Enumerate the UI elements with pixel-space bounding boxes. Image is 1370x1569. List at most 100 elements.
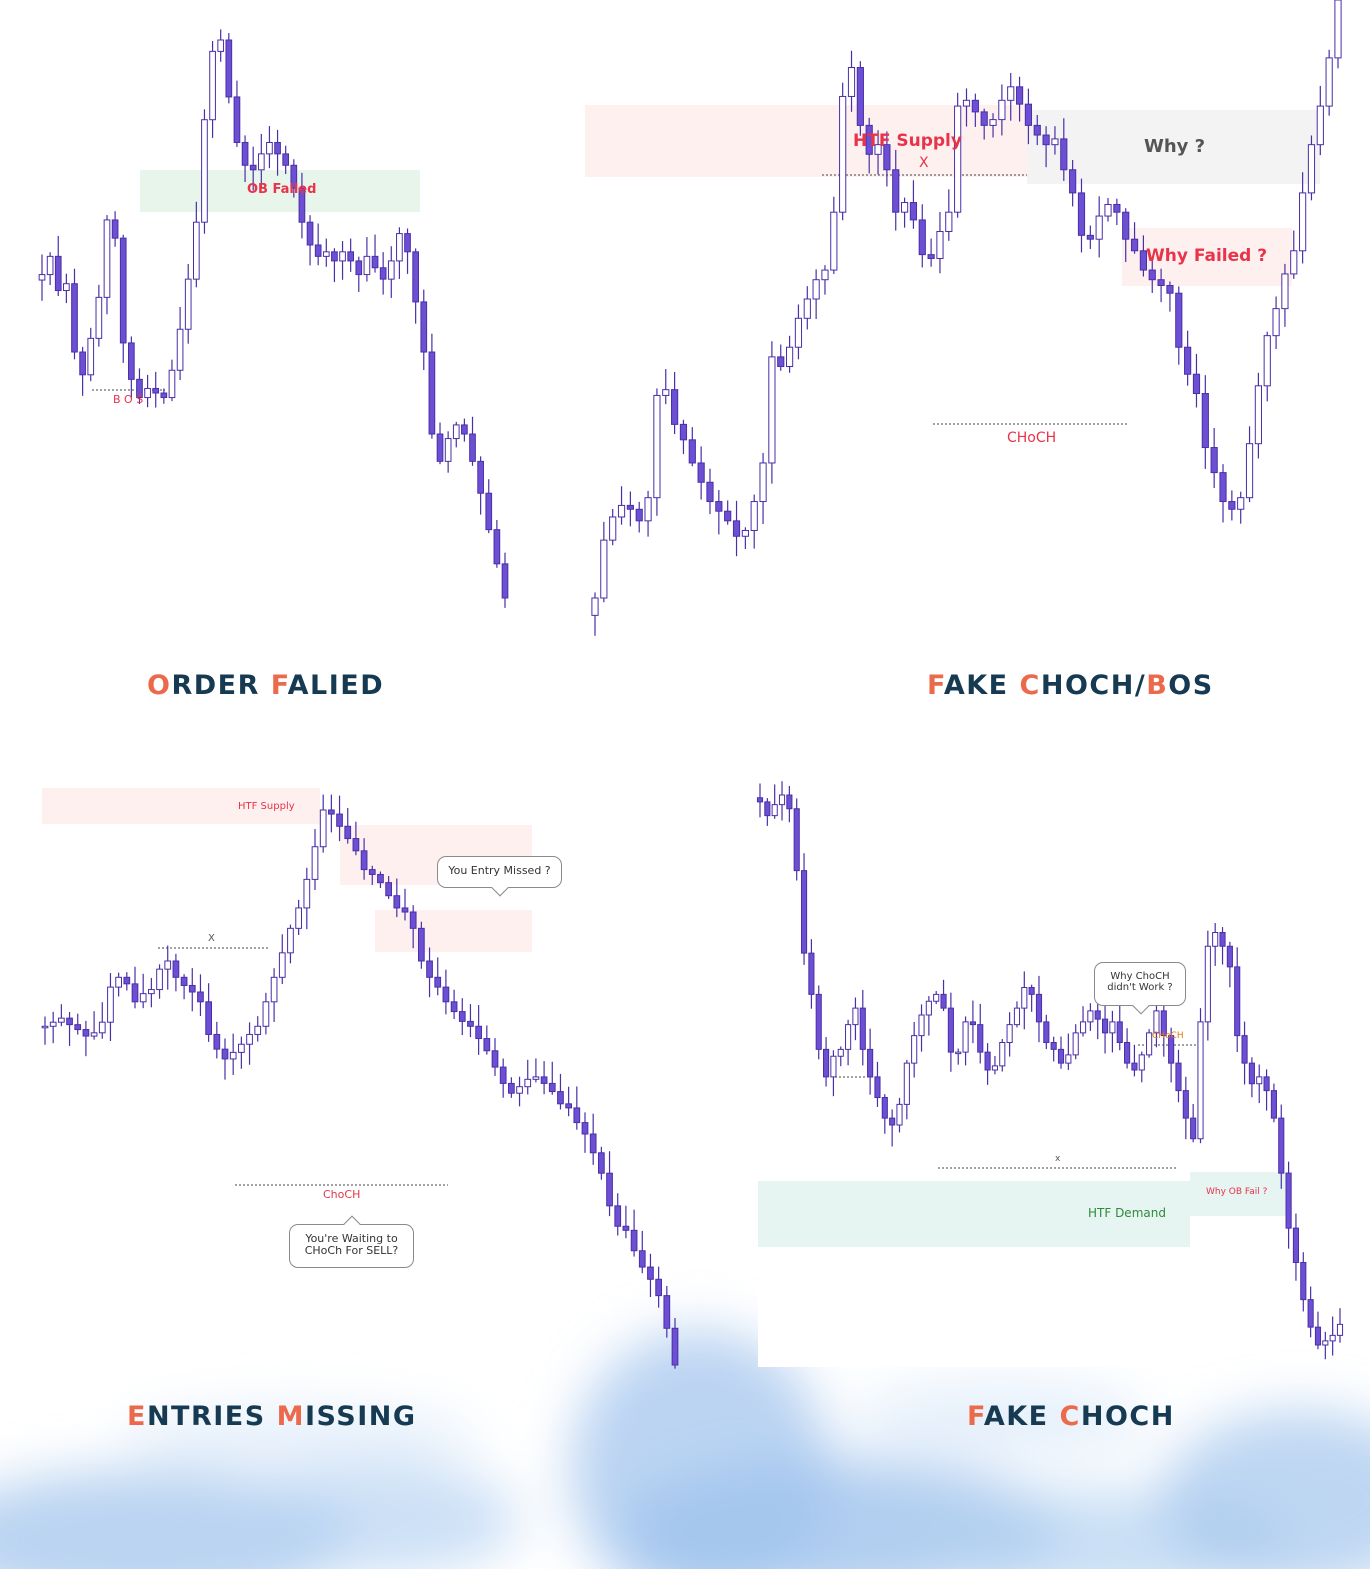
candle	[808, 939, 815, 1009]
candle-body	[1285, 1172, 1292, 1229]
candle-body	[1109, 1021, 1116, 1034]
candle	[1051, 126, 1059, 155]
candle	[591, 592, 599, 636]
candle	[1263, 331, 1271, 402]
candle-body	[662, 389, 670, 396]
candle-body	[786, 794, 793, 810]
candle	[918, 204, 926, 268]
candle-body	[1124, 1042, 1131, 1064]
candle	[830, 1050, 837, 1097]
candle-body	[927, 254, 935, 259]
candle	[1184, 330, 1192, 386]
candle	[732, 500, 741, 557]
candle-body	[524, 1078, 532, 1088]
candle	[156, 964, 163, 999]
candle	[1113, 198, 1121, 226]
candle-body	[298, 187, 306, 223]
candle	[1079, 1006, 1087, 1037]
candle	[1329, 1316, 1336, 1356]
candle	[630, 1209, 638, 1257]
entries-missing-panel: HTF Supply X ChoCH You Entry Missed ? Yo…	[0, 740, 720, 1460]
candle	[287, 924, 294, 964]
candle-body	[95, 296, 103, 339]
candle-body	[756, 797, 764, 803]
candle	[172, 953, 180, 992]
candle	[87, 327, 95, 382]
candle	[483, 1025, 491, 1055]
candle-body	[1175, 1062, 1182, 1092]
ob-failed-label: OB Failed	[247, 182, 317, 197]
candle-body	[233, 96, 241, 143]
candle	[786, 786, 793, 823]
candle-body	[732, 520, 741, 537]
candle	[1175, 286, 1183, 365]
candle	[837, 1046, 844, 1067]
candle-body	[1192, 373, 1201, 395]
candle-body	[962, 99, 971, 107]
candle	[1131, 1044, 1138, 1077]
fake-choch-bos-candles	[591, 0, 1342, 636]
candle	[750, 494, 758, 549]
candle-body	[87, 337, 95, 376]
bos-label: B O S	[113, 393, 144, 406]
candle	[936, 211, 944, 274]
candle-body	[393, 895, 401, 909]
candle-body	[785, 346, 794, 368]
candle	[1270, 1083, 1277, 1123]
candle-body	[1060, 138, 1068, 171]
candle-body	[1182, 1090, 1189, 1119]
candle-body	[160, 392, 168, 399]
candle	[581, 1112, 589, 1153]
candle-body	[1148, 269, 1156, 281]
candle	[1254, 372, 1262, 459]
candle	[1043, 1014, 1050, 1050]
candle	[74, 1013, 82, 1035]
candle	[49, 1011, 57, 1044]
candle	[90, 1011, 98, 1040]
candle	[225, 33, 233, 104]
candle-body	[1087, 1010, 1094, 1023]
fake-choch-candles	[756, 781, 1344, 1360]
candle	[1256, 1064, 1263, 1104]
entry-missed-callout: You Entry Missed ?	[437, 856, 562, 897]
candle-body	[152, 387, 160, 394]
candle-body	[287, 927, 294, 954]
candle-body	[319, 809, 327, 848]
candle-body	[823, 1048, 830, 1078]
candle-body	[452, 424, 460, 440]
candle	[1007, 72, 1015, 121]
candle	[1028, 984, 1035, 1012]
candle-body	[217, 39, 225, 52]
candle-body	[1057, 1048, 1065, 1064]
candle-body	[847, 67, 856, 97]
candle-body	[339, 251, 346, 262]
candle-body	[750, 501, 758, 531]
candle	[715, 490, 723, 535]
candle	[1138, 1051, 1145, 1083]
candle	[785, 335, 794, 373]
candle-body	[270, 976, 278, 1003]
candle	[1210, 428, 1218, 488]
candle	[209, 41, 216, 138]
candle-body	[839, 95, 847, 213]
candle	[1168, 1027, 1175, 1083]
candle	[107, 973, 114, 1042]
candle	[662, 369, 670, 405]
candle	[1087, 1003, 1094, 1031]
candle-body	[1307, 144, 1316, 194]
candle-body	[38, 274, 46, 281]
candle	[336, 795, 343, 842]
candle-body	[363, 255, 371, 276]
candle	[352, 821, 360, 856]
candle-body	[984, 1051, 991, 1071]
candle	[1013, 1001, 1021, 1028]
order-failed-panel: OB Failed B O S ORDER FALIED	[0, 0, 560, 720]
candle-body	[71, 283, 78, 353]
candle	[962, 1016, 969, 1066]
candle-body	[90, 1032, 98, 1037]
candle-body	[257, 153, 265, 171]
candle	[812, 269, 820, 320]
candle-body	[1299, 192, 1307, 252]
candle	[1314, 1311, 1322, 1350]
candle	[1272, 296, 1280, 349]
